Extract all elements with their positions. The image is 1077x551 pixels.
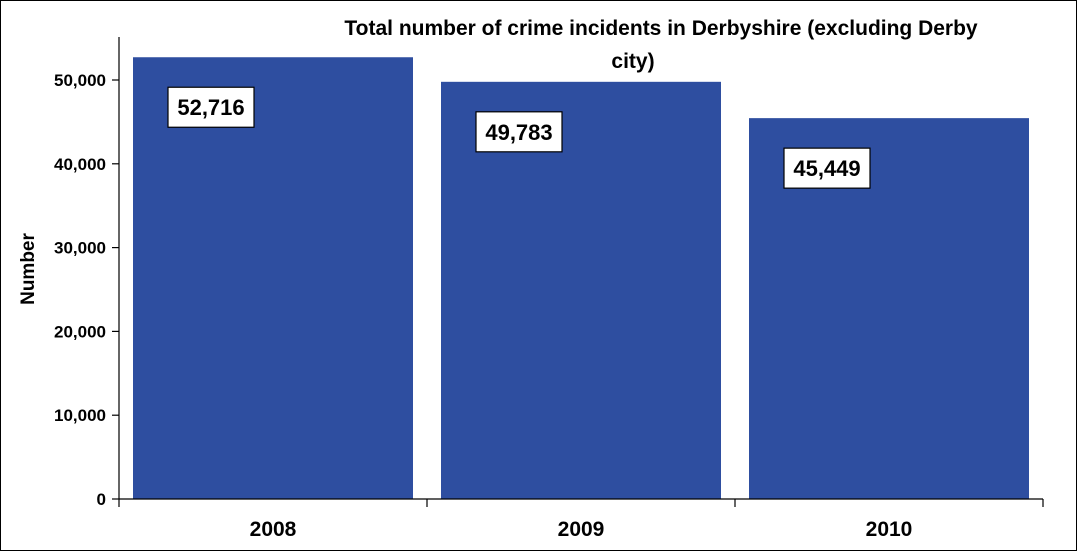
y-tick-label: 0 bbox=[97, 490, 106, 509]
data-label: 52,716 bbox=[177, 95, 244, 120]
data-label-box bbox=[475, 111, 563, 153]
y-axis-label: Number bbox=[18, 233, 39, 305]
data-label: 49,783 bbox=[485, 120, 552, 145]
y-tick-label: 10,000 bbox=[54, 406, 106, 425]
chart-title: Total number of crime incidents in Derby… bbox=[344, 17, 978, 73]
chart-title-line: Total number of crime incidents in Derby… bbox=[344, 17, 978, 40]
y-tick-label: 20,000 bbox=[54, 322, 106, 341]
x-tick-label: 2010 bbox=[866, 518, 913, 541]
chart-title-line: city) bbox=[611, 50, 654, 73]
x-tick-label: 2009 bbox=[558, 518, 605, 541]
axes: 0 10,000 20,000 30,000 40,000 50,000 2008 2009 2… bbox=[54, 37, 1044, 541]
data-label: 45,449 bbox=[793, 156, 860, 181]
bars bbox=[133, 57, 1029, 500]
data-labels: 52,716 49,783 45,449 bbox=[167, 86, 871, 189]
x-tick-label: 2008 bbox=[250, 518, 297, 541]
y-tick-label: 30,000 bbox=[54, 239, 106, 258]
data-label-box bbox=[167, 86, 255, 128]
data-label-box bbox=[783, 147, 871, 189]
bar-2008 bbox=[133, 57, 413, 499]
y-tick-label: 50,000 bbox=[54, 71, 106, 90]
y-tick-label: 40,000 bbox=[54, 155, 106, 174]
